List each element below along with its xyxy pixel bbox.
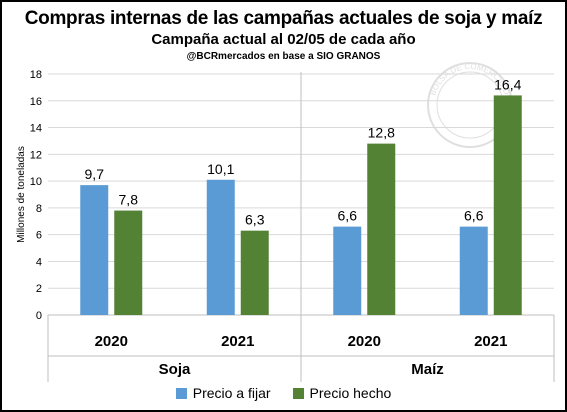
x-tick-label: 2020 [348, 333, 381, 350]
data-label: 7,8 [119, 192, 139, 208]
bar [240, 230, 269, 315]
bar [80, 185, 109, 315]
y-tick-label: 6 [36, 230, 42, 242]
y-tick-label: 4 [36, 256, 42, 268]
watermark-ring [436, 71, 504, 139]
group-label: Soja [159, 361, 191, 378]
y-axis-label: Millones de toneladas [16, 146, 27, 243]
group-label: Maíz [411, 361, 444, 378]
data-label: 16,4 [494, 76, 521, 92]
y-tick-label: 0 [36, 310, 42, 322]
y-tick-label: 16 [30, 96, 42, 108]
data-label: 6,6 [338, 208, 358, 224]
y-tick-label: 14 [30, 123, 42, 135]
bar [114, 210, 143, 315]
watermark-text: BOLSA DE COMERCIO DE ROSARIO [2, 2, 513, 103]
chart-legend: Precio a fijar Precio hecho [2, 385, 565, 401]
legend-swatch-precio-hecho [292, 387, 304, 399]
bar [493, 95, 522, 315]
x-tick-label: 2020 [95, 333, 128, 350]
data-label: 9,7 [85, 166, 105, 182]
data-label: 6,6 [464, 208, 484, 224]
y-tick-label: 10 [30, 176, 42, 188]
chart-title: Compras internas de las campañas actuale… [24, 8, 543, 29]
legend-item-precio-hecho: Precio hecho [292, 385, 392, 401]
y-tick-label: 8 [36, 203, 42, 215]
x-tick-label: 2021 [474, 333, 507, 350]
legend-label-precio-hecho: Precio hecho [309, 385, 392, 401]
y-tick-label: 18 [30, 69, 42, 81]
bar [459, 226, 488, 315]
data-label: 12,8 [368, 125, 395, 141]
x-tick-label: 2021 [221, 333, 254, 350]
data-label: 10,1 [207, 161, 234, 177]
bar [206, 179, 235, 315]
chart-source: @BCRmercados en base a SIO GRANOS [186, 51, 381, 62]
legend-swatch-precio-a-fijar [175, 387, 187, 399]
legend-label-precio-a-fijar: Precio a fijar [192, 385, 271, 401]
y-tick-label: 12 [30, 149, 42, 161]
bar [333, 226, 362, 315]
legend-item-precio-a-fijar: Precio a fijar [175, 385, 271, 401]
data-label: 6,3 [245, 212, 265, 228]
chart-subtitle: Campaña actual al 02/05 de cada año [151, 31, 416, 48]
bar [367, 143, 396, 315]
y-tick-label: 2 [36, 283, 42, 295]
